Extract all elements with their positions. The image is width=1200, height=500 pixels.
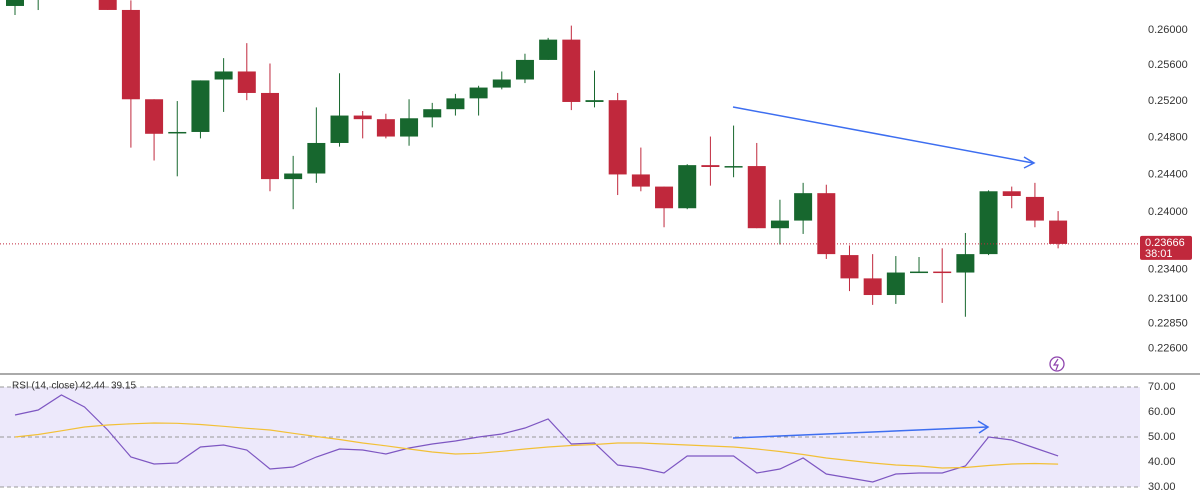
last-price-label: 0.23666	[1145, 237, 1185, 249]
y-tick-label: 0.23100	[1148, 293, 1188, 305]
candle-body	[747, 166, 766, 229]
candle-body	[1002, 191, 1021, 196]
candle-body	[423, 109, 442, 118]
rsi-title: RSI (14, close)	[12, 381, 78, 392]
candle-body	[1049, 220, 1068, 244]
candle-body	[214, 71, 233, 80]
ma-value: 39.15	[111, 381, 136, 392]
candle-body	[1025, 196, 1044, 221]
y-tick-label: 40.00	[1148, 456, 1176, 468]
trend-line	[732, 106, 1034, 164]
series-line	[14, 394, 1059, 483]
candle-body	[307, 142, 326, 174]
candle-body	[168, 131, 187, 134]
price-pane	[6, 0, 1068, 317]
candle-body	[770, 220, 789, 229]
y-tick-label: 70.00	[1148, 381, 1176, 393]
candle-body	[260, 92, 279, 180]
candle-body	[724, 166, 743, 168]
y-tick-label: 0.26000	[1148, 24, 1188, 36]
candle-body	[492, 79, 511, 88]
candle-body	[655, 186, 674, 209]
y-tick-label: 0.25600	[1148, 59, 1188, 71]
candle-body	[794, 193, 813, 221]
candle-body	[979, 191, 998, 255]
arrow-head	[1023, 156, 1036, 169]
alert-icon-bolt	[1052, 358, 1059, 371]
candle-body	[121, 9, 140, 100]
candle-body	[539, 39, 558, 60]
candle-body	[585, 100, 604, 102]
candle-body	[284, 173, 303, 180]
y-tick-label: 0.22850	[1148, 318, 1188, 330]
countdown-label: 38:01	[1145, 248, 1173, 260]
candle-body	[863, 278, 882, 296]
candle-body	[145, 99, 164, 134]
y-tick-label: 0.22600	[1148, 343, 1188, 355]
candle-body	[353, 115, 372, 120]
y-tick-label: 0.23400	[1148, 264, 1188, 276]
candle-body	[956, 254, 975, 273]
y-tick-label: 0.24400	[1148, 168, 1188, 180]
candle-body	[678, 165, 697, 209]
arrow-head	[977, 420, 990, 434]
rsi-pane	[0, 386, 1140, 488]
y-tick-label: 0.24800	[1148, 131, 1188, 143]
candle-body	[608, 100, 627, 175]
candle-body	[446, 98, 465, 110]
candle-body	[886, 272, 905, 296]
candle-body	[237, 71, 256, 93]
y-tick-label: 30.00	[1148, 481, 1176, 493]
y-tick-label: 0.25200	[1148, 95, 1188, 107]
candle-body	[400, 118, 419, 137]
y-tick-label: 0.24000	[1148, 206, 1188, 218]
candle-body	[191, 80, 210, 132]
candle-body	[631, 174, 650, 187]
y-tick-label: 50.00	[1148, 431, 1176, 443]
last-price-tag	[1140, 235, 1192, 260]
candle-body	[6, 0, 24, 6]
y-tick-label: 60.00	[1148, 406, 1176, 418]
trend-line	[732, 426, 988, 439]
candle-body	[98, 0, 117, 10]
rsi-value: 42.44	[80, 381, 105, 392]
alert-icon[interactable]	[1049, 356, 1065, 372]
candle-body	[469, 87, 488, 99]
candle-body	[910, 271, 929, 274]
candle-body	[562, 39, 581, 102]
candle-body	[933, 271, 952, 274]
candle-body	[515, 59, 534, 80]
candle-body	[817, 193, 836, 255]
candle-body	[840, 255, 859, 279]
candle-body	[376, 119, 395, 137]
candle-body	[330, 115, 349, 143]
candle-body	[701, 165, 720, 167]
series-line	[14, 422, 1059, 469]
